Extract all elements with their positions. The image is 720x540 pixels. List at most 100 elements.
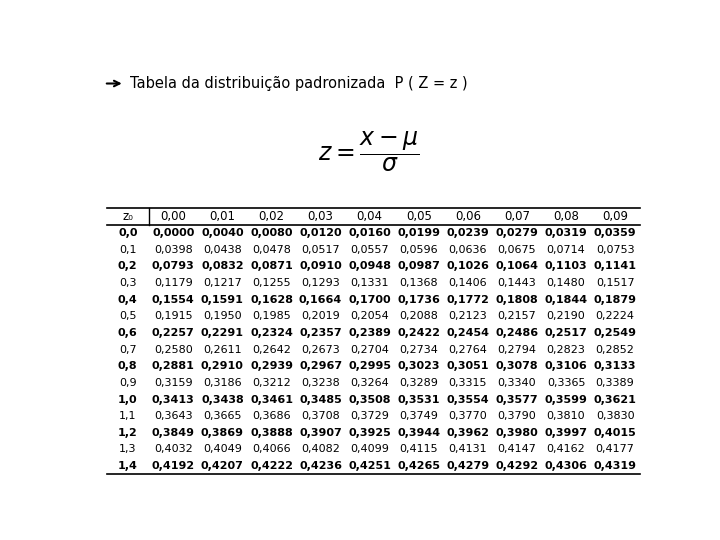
- Text: 0,1772: 0,1772: [446, 295, 490, 305]
- Text: 0,02: 0,02: [258, 210, 284, 223]
- Text: 0,0359: 0,0359: [594, 228, 636, 238]
- Text: 0,1103: 0,1103: [545, 261, 588, 272]
- Text: 0,3264: 0,3264: [351, 378, 389, 388]
- Text: 0,2454: 0,2454: [446, 328, 490, 338]
- Text: 0,3159: 0,3159: [154, 378, 193, 388]
- Text: 0,3869: 0,3869: [201, 428, 244, 438]
- Text: 0,4066: 0,4066: [252, 444, 291, 455]
- Text: 0,2291: 0,2291: [201, 328, 244, 338]
- Text: 0,4222: 0,4222: [250, 461, 293, 471]
- Text: 0,1064: 0,1064: [495, 261, 539, 272]
- Text: 0,5: 0,5: [119, 312, 137, 321]
- Text: 0,1915: 0,1915: [154, 312, 193, 321]
- Text: 0,4115: 0,4115: [400, 444, 438, 455]
- Text: 0,3389: 0,3389: [595, 378, 634, 388]
- Text: 0,6: 0,6: [118, 328, 138, 338]
- Text: 0,3665: 0,3665: [203, 411, 242, 421]
- Text: 0,3554: 0,3554: [446, 395, 489, 404]
- Text: 0,3577: 0,3577: [495, 395, 539, 404]
- Text: 0,1141: 0,1141: [593, 261, 636, 272]
- Text: 0,09: 0,09: [602, 210, 628, 223]
- Text: 0,3830: 0,3830: [595, 411, 634, 421]
- Text: 0,2422: 0,2422: [397, 328, 440, 338]
- Text: 0,0199: 0,0199: [397, 228, 440, 238]
- Text: 0,4306: 0,4306: [544, 461, 588, 471]
- Text: 0,2764: 0,2764: [449, 345, 487, 355]
- Text: 0,2088: 0,2088: [400, 312, 438, 321]
- Text: 0,1628: 0,1628: [250, 295, 293, 305]
- Text: 0,8: 0,8: [118, 361, 138, 372]
- Text: 0,0517: 0,0517: [301, 245, 340, 255]
- Text: 0,7: 0,7: [119, 345, 137, 355]
- Text: 1,3: 1,3: [119, 444, 137, 455]
- Text: 0,3790: 0,3790: [498, 411, 536, 421]
- Text: 0,2967: 0,2967: [299, 361, 342, 372]
- Text: 0,1368: 0,1368: [400, 278, 438, 288]
- Text: 0,3770: 0,3770: [449, 411, 487, 421]
- Text: 0,3365: 0,3365: [546, 378, 585, 388]
- Text: 0,0279: 0,0279: [495, 228, 539, 238]
- Text: 0,03: 0,03: [307, 210, 333, 223]
- Text: 0,1844: 0,1844: [544, 295, 588, 305]
- Text: 0,4251: 0,4251: [348, 461, 391, 471]
- Text: 0,3849: 0,3849: [152, 428, 195, 438]
- Text: 0,3186: 0,3186: [203, 378, 242, 388]
- Text: 0,2054: 0,2054: [351, 312, 389, 321]
- Text: 0,1517: 0,1517: [595, 278, 634, 288]
- Text: z₀: z₀: [122, 210, 133, 223]
- Text: 0,1331: 0,1331: [351, 278, 389, 288]
- Text: 0,4162: 0,4162: [546, 444, 585, 455]
- Text: 0,0438: 0,0438: [203, 245, 242, 255]
- Text: 0,3729: 0,3729: [350, 411, 389, 421]
- Text: 0,3023: 0,3023: [397, 361, 440, 372]
- Text: 0,3051: 0,3051: [446, 361, 489, 372]
- Text: 0,2823: 0,2823: [546, 345, 585, 355]
- Text: 0,3078: 0,3078: [495, 361, 539, 372]
- Text: 0,2157: 0,2157: [498, 312, 536, 321]
- Text: 0,4207: 0,4207: [201, 461, 244, 471]
- Text: 0,3212: 0,3212: [252, 378, 291, 388]
- Text: 0,0398: 0,0398: [154, 245, 193, 255]
- Text: 0,3944: 0,3944: [397, 428, 441, 438]
- Text: 0,3686: 0,3686: [252, 411, 291, 421]
- Text: 0,2995: 0,2995: [348, 361, 391, 372]
- Text: 0,07: 0,07: [504, 210, 530, 223]
- Text: 0,3599: 0,3599: [544, 395, 588, 404]
- Text: 0,1179: 0,1179: [154, 278, 193, 288]
- Text: 0,2: 0,2: [118, 261, 138, 272]
- Text: 0,0478: 0,0478: [252, 245, 291, 255]
- Text: 0,0910: 0,0910: [300, 261, 342, 272]
- Text: 0,3997: 0,3997: [544, 428, 588, 438]
- Text: 0,0: 0,0: [118, 228, 138, 238]
- Text: 0,1808: 0,1808: [495, 295, 539, 305]
- Text: 0,2642: 0,2642: [252, 345, 291, 355]
- Text: 0,0987: 0,0987: [397, 261, 440, 272]
- Text: 0,2881: 0,2881: [152, 361, 195, 372]
- Text: 0,01: 0,01: [210, 210, 235, 223]
- Text: 0,1217: 0,1217: [203, 278, 242, 288]
- Text: 0,4131: 0,4131: [449, 444, 487, 455]
- Text: 0,4279: 0,4279: [446, 461, 490, 471]
- Text: 0,1: 0,1: [119, 245, 137, 255]
- Text: 0,0948: 0,0948: [348, 261, 391, 272]
- Text: 0,2324: 0,2324: [250, 328, 293, 338]
- Text: 0,2019: 0,2019: [301, 312, 340, 321]
- Text: 0,2734: 0,2734: [400, 345, 438, 355]
- Text: 0,3643: 0,3643: [154, 411, 193, 421]
- Text: 0,3238: 0,3238: [301, 378, 340, 388]
- Text: 0,1255: 0,1255: [252, 278, 291, 288]
- Text: 0,0871: 0,0871: [250, 261, 293, 272]
- Text: 0,2852: 0,2852: [595, 345, 634, 355]
- Text: 1,1: 1,1: [119, 411, 137, 421]
- Text: 0,4147: 0,4147: [498, 444, 536, 455]
- Text: 0,4: 0,4: [118, 295, 138, 305]
- Text: 0,0120: 0,0120: [300, 228, 342, 238]
- Text: 0,2357: 0,2357: [300, 328, 342, 338]
- Text: 0,0753: 0,0753: [595, 245, 634, 255]
- Text: 0,04: 0,04: [356, 210, 382, 223]
- Text: 0,1443: 0,1443: [498, 278, 536, 288]
- Text: 0,2486: 0,2486: [495, 328, 539, 338]
- Text: 0,3106: 0,3106: [544, 361, 588, 372]
- Text: 0,2123: 0,2123: [449, 312, 487, 321]
- Text: 0,2190: 0,2190: [546, 312, 585, 321]
